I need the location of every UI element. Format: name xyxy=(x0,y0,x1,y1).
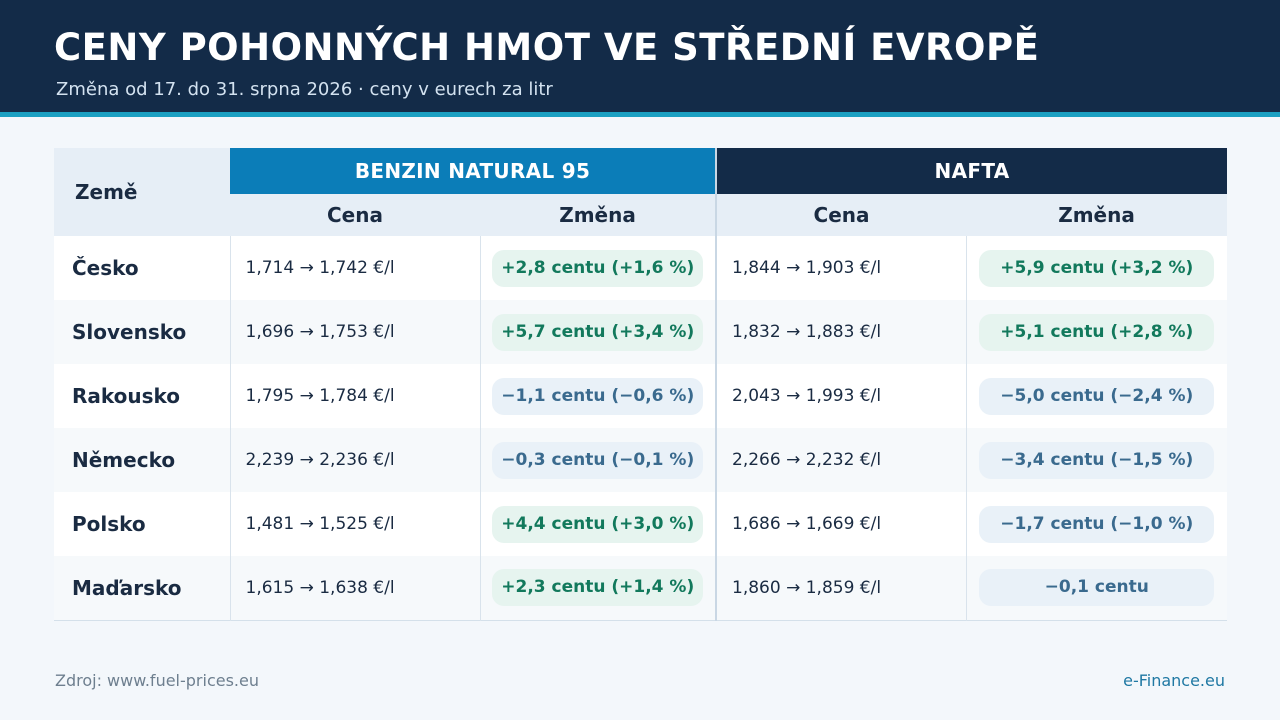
nafta-change-cell: +5,9 centu (+3,2 %) xyxy=(965,236,1228,300)
nafta-price: 2,043 → 1,993 €/l xyxy=(715,364,967,428)
country-name: Česko xyxy=(54,236,230,300)
nafta-change-cell: −1,7 centu (−1,0 %) xyxy=(965,492,1228,556)
benzin-change-badge: −1,1 centu (−0,6 %) xyxy=(492,377,704,415)
nafta-change-badge: +5,1 centu (+2,8 %) xyxy=(979,313,1215,351)
benzin-change-cell: +2,8 centu (+1,6 %) xyxy=(479,236,717,300)
header-banner: CENY POHONNÝCH HMOT VE STŘEDNÍ EVROPĚ Zm… xyxy=(0,0,1280,112)
country-name: Rakousko xyxy=(54,364,230,428)
benzin-change-badge: +2,3 centu (+1,4 %) xyxy=(492,569,704,607)
table-row: Slovensko 1,696 → 1,753 €/l +5,7 centu (+3… xyxy=(54,300,1228,364)
benzin-price: 2,239 → 2,236 €/l xyxy=(229,428,480,492)
benzin-change-cell: +4,4 centu (+3,0 %) xyxy=(479,492,717,556)
country-name: Maďarsko xyxy=(54,556,230,620)
country-name: Slovensko xyxy=(54,300,230,364)
fuel-price-table: Země BENZIN NATURAL 95 NAFTA Cena Změna … xyxy=(54,148,1228,621)
benzin-price: 1,795 → 1,784 €/l xyxy=(229,364,480,428)
table-row: Polsko 1,481 → 1,525 €/l +4,4 centu (+3,0 … xyxy=(54,492,1228,556)
country-column-header: Země xyxy=(54,148,230,236)
nafta-price: 1,860 → 1,859 €/l xyxy=(715,556,967,620)
nafta-change-cell: +5,1 centu (+2,8 %) xyxy=(965,300,1228,364)
nafta-price: 2,266 → 2,232 €/l xyxy=(715,428,967,492)
page-title: CENY POHONNÝCH HMOT VE STŘEDNÍ EVROPĚ xyxy=(54,26,1040,69)
table-row: Německo 2,239 → 2,236 €/l −0,3 centu (−0,1… xyxy=(54,428,1228,492)
benzin-price: 1,696 → 1,753 €/l xyxy=(229,300,480,364)
nafta-price: 1,844 → 1,903 €/l xyxy=(715,236,967,300)
table-row: Maďarsko 1,615 → 1,638 €/l +2,3 centu (+1,… xyxy=(54,556,1228,620)
nafta-change-header: Změna xyxy=(966,194,1228,236)
benzin-group-header: BENZIN NATURAL 95 xyxy=(230,148,717,194)
benzin-change-header: Změna xyxy=(480,194,717,236)
nafta-change-cell: −0,1 centu xyxy=(965,556,1228,620)
table-bottom-rule xyxy=(54,619,1228,621)
benzin-change-badge: +2,8 centu (+1,6 %) xyxy=(492,249,704,287)
benzin-price: 1,714 → 1,742 €/l xyxy=(229,236,480,300)
benzin-price: 1,615 → 1,638 €/l xyxy=(229,556,480,620)
nafta-group-header: NAFTA xyxy=(715,148,1228,194)
nafta-change-badge: −5,0 centu (−2,4 %) xyxy=(979,377,1215,415)
table-row: Rakousko 1,795 → 1,784 €/l −1,1 centu (−0,… xyxy=(54,364,1228,428)
nafta-price: 1,832 → 1,883 €/l xyxy=(715,300,967,364)
nafta-price-header: Cena xyxy=(715,194,967,236)
benzin-change-cell: −0,3 centu (−0,1 %) xyxy=(479,428,717,492)
benzin-change-badge: +4,4 centu (+3,0 %) xyxy=(492,505,704,543)
benzin-change-badge: −0,3 centu (−0,1 %) xyxy=(492,441,704,479)
country-name: Polsko xyxy=(54,492,230,556)
nafta-change-badge: +5,9 centu (+3,2 %) xyxy=(979,249,1215,287)
benzin-price-header: Cena xyxy=(230,194,480,236)
nafta-change-badge: −1,7 centu (−1,0 %) xyxy=(979,505,1215,543)
table-row: Česko 1,714 → 1,742 €/l +2,8 centu (+1,6 %… xyxy=(54,236,1228,300)
benzin-change-badge: +5,7 centu (+3,4 %) xyxy=(492,313,704,351)
page-subtitle: Změna od 17. do 31. srpna 2026 · ceny v … xyxy=(56,79,553,100)
nafta-price: 1,686 → 1,669 €/l xyxy=(715,492,967,556)
source-note: Zdroj: www.fuel-prices.eu xyxy=(55,671,259,690)
nafta-change-badge: −0,1 centu xyxy=(979,569,1215,607)
nafta-change-cell: −3,4 centu (−1,5 %) xyxy=(965,428,1228,492)
benzin-price: 1,481 → 1,525 €/l xyxy=(229,492,480,556)
benzin-change-cell: +5,7 centu (+3,4 %) xyxy=(479,300,717,364)
country-name: Německo xyxy=(54,428,230,492)
brand-label: e-Finance.eu xyxy=(1123,671,1225,690)
benzin-change-cell: −1,1 centu (−0,6 %) xyxy=(479,364,717,428)
benzin-change-cell: +2,3 centu (+1,4 %) xyxy=(479,556,717,620)
nafta-change-badge: −3,4 centu (−1,5 %) xyxy=(979,441,1215,479)
header-accent-stripe xyxy=(0,112,1280,117)
nafta-change-cell: −5,0 centu (−2,4 %) xyxy=(965,364,1228,428)
